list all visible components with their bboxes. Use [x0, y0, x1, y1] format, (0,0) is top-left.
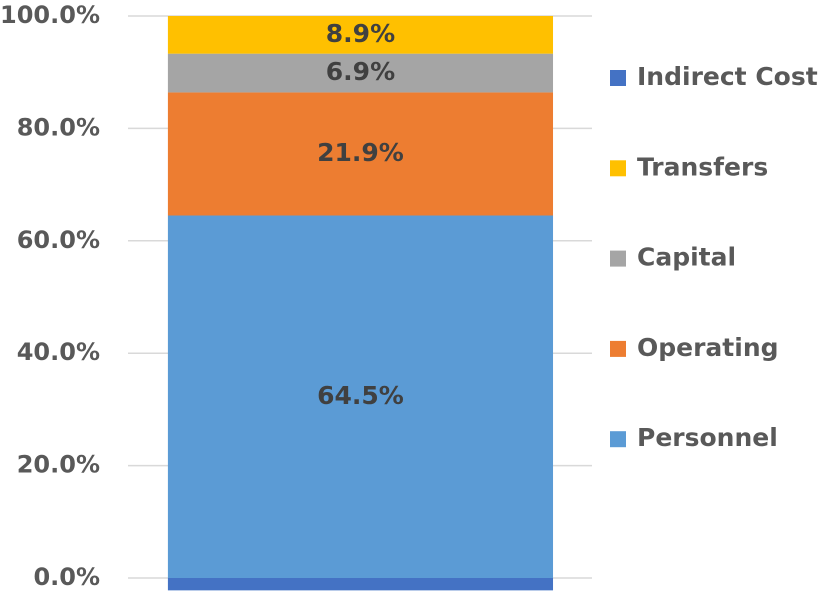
- data-label: 21.9%: [317, 138, 404, 167]
- data-label: 8.9%: [326, 19, 395, 48]
- bar-segment: [167, 215, 554, 578]
- legend-label: Capital: [637, 243, 736, 272]
- y-tick-label: 80.0%: [17, 113, 100, 141]
- legend-swatch: [610, 431, 626, 448]
- y-tick-label: 40.0%: [17, 338, 100, 366]
- bar-segment: [167, 16, 554, 54]
- legend-label: Transfers: [637, 152, 768, 181]
- legend-swatch: [610, 340, 626, 357]
- legend-swatch: [610, 70, 626, 86]
- legend-label: Indirect Cost: [637, 62, 818, 91]
- legend-label: Personnel: [637, 423, 778, 452]
- legend-swatch: [610, 160, 626, 177]
- bar-segment: [167, 578, 554, 591]
- legend-swatch: [610, 250, 626, 267]
- legend-label: Operating: [637, 333, 779, 362]
- y-tick-label: 20.0%: [17, 451, 100, 479]
- plot: [167, 16, 554, 591]
- bar-segment: [167, 53, 554, 93]
- y-tick-label: 100.0%: [0, 1, 100, 29]
- y-tick-label: 0.0%: [33, 563, 100, 591]
- data-label: 6.9%: [326, 57, 395, 86]
- y-tick-label: 60.0%: [17, 226, 100, 254]
- data-label: 64.5%: [317, 381, 404, 410]
- bar-segment: [167, 92, 554, 216]
